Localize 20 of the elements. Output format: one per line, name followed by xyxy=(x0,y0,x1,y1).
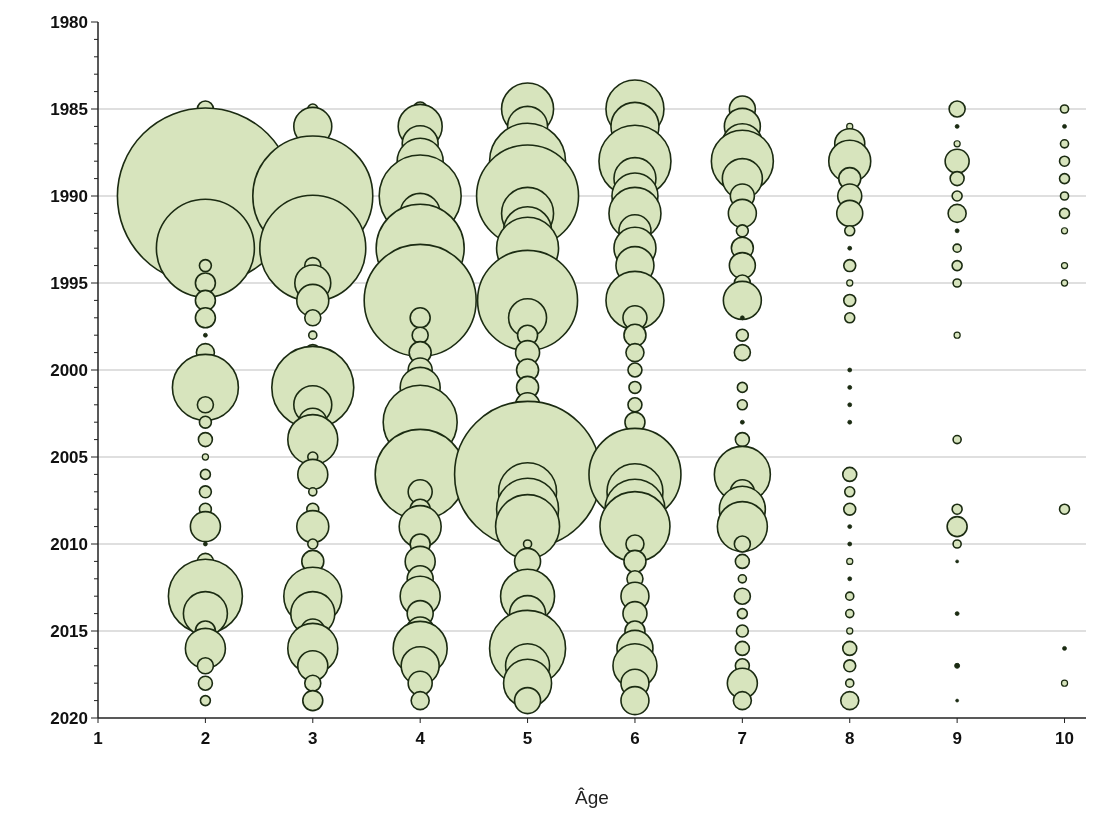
y-tick-label: 1990 xyxy=(50,186,88,206)
x-tick-label: 6 xyxy=(630,729,640,748)
x-tick-label: 10 xyxy=(1055,729,1074,748)
x-tick-label: 2 xyxy=(200,729,211,748)
y-tick-label: 2000 xyxy=(50,360,88,380)
y-tick-label: 2015 xyxy=(50,621,88,641)
x-tick-label: 5 xyxy=(522,729,533,748)
y-tick-label: 2005 xyxy=(50,447,88,467)
y-tick-label: 1985 xyxy=(50,99,88,119)
x-tick-label: 9 xyxy=(952,729,962,748)
y-tick-label: 1995 xyxy=(50,273,88,293)
x-tick-label: 1 xyxy=(93,729,103,748)
y-tick-label: 1980 xyxy=(50,12,88,32)
y-tick-label: 2010 xyxy=(50,534,88,554)
x-axis-title: Âge xyxy=(575,787,609,808)
y-tick-label: 2020 xyxy=(50,708,88,728)
x-tick-label: 3 xyxy=(308,729,318,748)
x-tick-label: 4 xyxy=(415,729,426,748)
x-tick-label: 8 xyxy=(845,729,855,748)
x-tick-label: 7 xyxy=(737,729,748,748)
